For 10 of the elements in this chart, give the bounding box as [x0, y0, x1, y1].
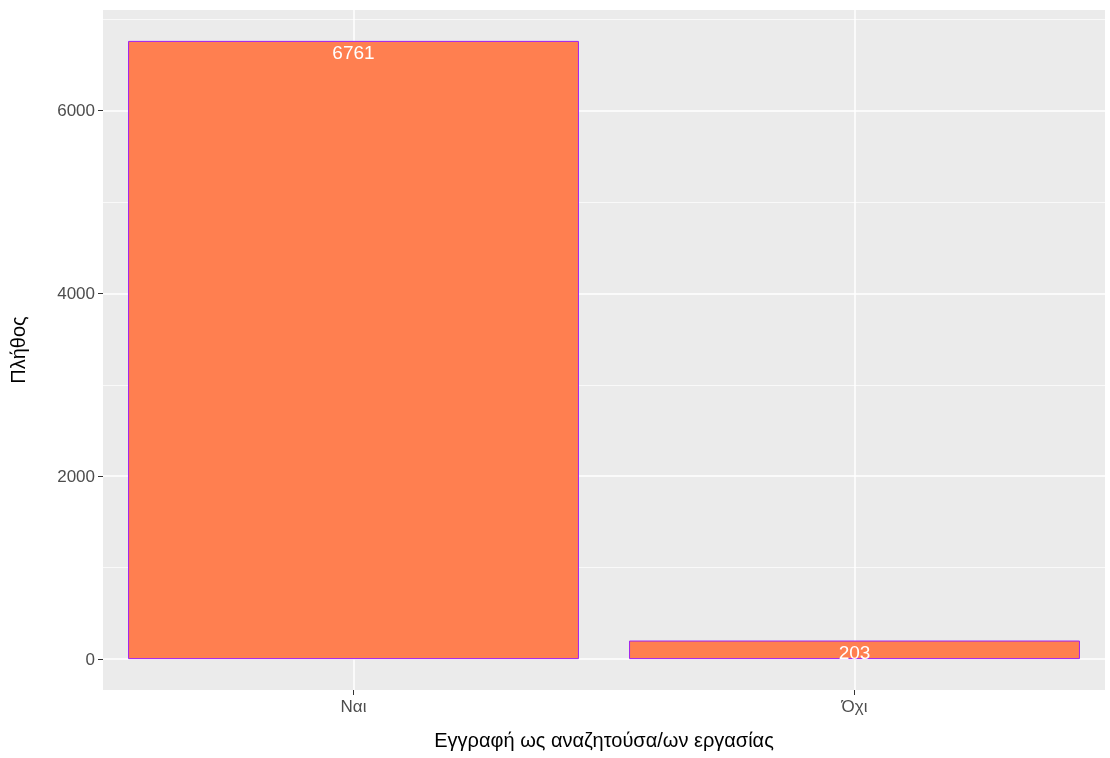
y-tick-label: 6000 — [57, 100, 95, 120]
y-tick-label: 4000 — [57, 283, 95, 303]
data-label: 6761 — [332, 41, 375, 63]
x-tick-label: Όχι — [840, 697, 868, 716]
y-axis-title: Πλήθος — [7, 315, 29, 384]
x-tick-label: Ναι — [340, 697, 367, 716]
x-axis-title: Εγγραφή ως αναζητούσα/ων εργασίας — [434, 729, 775, 751]
data-label: 203 — [838, 641, 871, 663]
y-tick-label: 2000 — [57, 466, 95, 486]
y-tick-label: 0 — [85, 649, 95, 669]
